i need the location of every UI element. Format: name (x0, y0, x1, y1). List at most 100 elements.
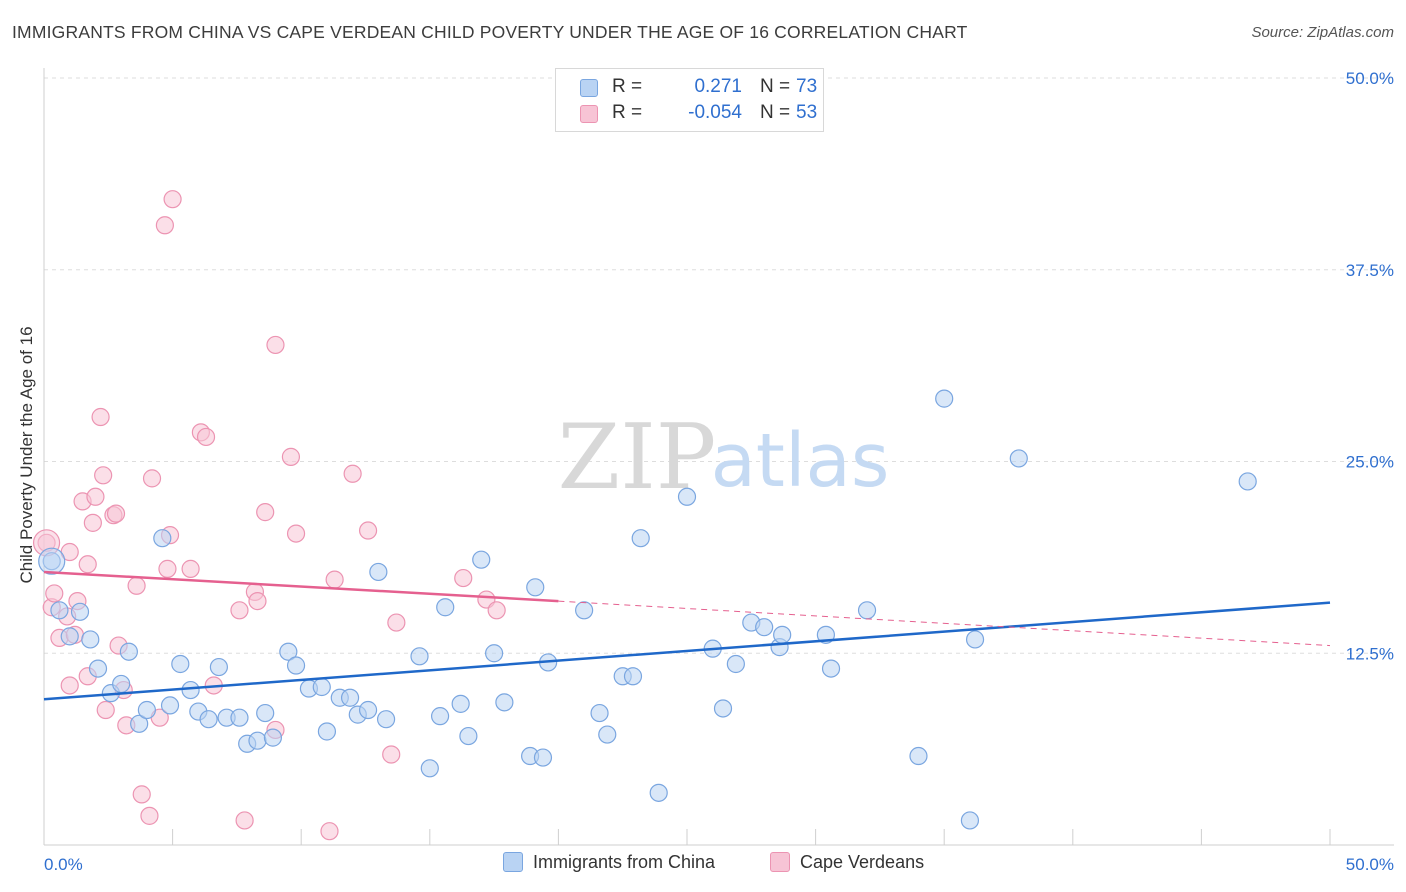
china-point (88, 659, 108, 678)
cape-verdean-point (325, 570, 344, 589)
china-point (472, 550, 491, 569)
y-tick-label: 12.5% (1346, 644, 1394, 663)
cape-verdean-point (454, 568, 473, 588)
china-point (181, 680, 200, 700)
china-point (130, 714, 149, 733)
china-point (960, 811, 980, 830)
china-swatch (580, 79, 598, 97)
cape-verdean-point (248, 591, 267, 611)
r-label: R = (612, 76, 643, 97)
cape-verdean-point (235, 811, 254, 830)
watermark-atlas: atlas (711, 418, 890, 504)
cape-verdean-point (78, 555, 97, 574)
legend-item-cape[interactable]: Cape Verdeans (770, 852, 924, 873)
legend-item-china[interactable]: Immigrants from China (503, 852, 715, 873)
china-point (119, 642, 138, 661)
china-point (677, 487, 697, 506)
china-point (263, 728, 283, 747)
cape-verdean-point (132, 785, 151, 804)
cape-legend-swatch (770, 852, 790, 872)
cape-verdean-point (256, 503, 275, 522)
china-point (436, 598, 455, 617)
n-label: N = (760, 76, 791, 97)
cape-verdean-point (142, 469, 162, 488)
y-tick-label: 37.5% (1346, 261, 1394, 280)
china-point (533, 748, 553, 767)
cape-verdean-point (281, 447, 301, 466)
china-point (909, 746, 928, 766)
china-point (81, 630, 100, 649)
china-point (60, 627, 79, 646)
china-point (821, 659, 841, 678)
china-point (575, 601, 594, 620)
china-legend-label: Immigrants from China (533, 852, 716, 872)
grid-lines (44, 77, 1394, 654)
cape-verdean-point (83, 513, 102, 532)
china-point (248, 731, 267, 750)
tick-labels: 12.5% 25.0% 37.5% 50.0% 0.0% 50.0% (44, 69, 1394, 874)
axes (43, 68, 1394, 846)
china-point (598, 725, 617, 744)
china-point (153, 529, 172, 548)
china-point (256, 703, 275, 723)
china-point (451, 694, 470, 713)
china-point (137, 700, 156, 720)
cape-verdean-point (94, 466, 113, 485)
cape-verdean-point (343, 464, 362, 483)
china-points (38, 389, 1257, 830)
cape-verdean-points (32, 190, 506, 841)
cape-legend-label: Cape Verdeans (800, 852, 925, 872)
watermark: ZIP atlas (558, 405, 890, 510)
chart-title: IMMIGRANTS FROM CHINA VS CAPE VERDEAN CH… (12, 22, 968, 42)
y-tick-label: 25.0% (1346, 453, 1394, 472)
cape-verdean-point (181, 559, 200, 578)
china-point (485, 644, 504, 663)
china-point (495, 693, 514, 712)
r-label: R = (612, 102, 643, 123)
cape-verdean-point (140, 806, 159, 825)
china-point (755, 618, 774, 637)
china-point (649, 783, 668, 802)
china-point (286, 656, 306, 675)
cape-trend-line-extension (558, 600, 1331, 647)
cape-verdean-point (155, 216, 174, 235)
china-trend-line (43, 601, 1331, 701)
china-point (209, 657, 228, 677)
cape-verdean-point (487, 601, 506, 620)
cape-verdean-point (106, 504, 126, 523)
china-point (713, 699, 733, 718)
china-point (631, 529, 650, 548)
china-point (857, 601, 877, 620)
china-point (459, 726, 478, 746)
china-point (50, 601, 69, 620)
china-point (160, 696, 180, 715)
china-point (317, 722, 337, 741)
china-point (1238, 472, 1257, 491)
china-point (376, 710, 396, 729)
china-point (590, 703, 609, 723)
china-point (340, 688, 360, 707)
cape-verdean-point (286, 524, 306, 543)
cape-verdean-point (387, 613, 406, 632)
china-legend-swatch (503, 852, 523, 872)
cape-verdean-point (86, 487, 105, 506)
china-point (420, 759, 439, 778)
china-point (171, 654, 190, 674)
cape-verdean-point (96, 700, 115, 720)
cape-verdean-point (266, 335, 285, 355)
china-point (410, 647, 429, 666)
x-tick-label: 0.0% (44, 855, 83, 874)
cape-verdean-point (382, 745, 401, 764)
r-value: 0.271 (694, 76, 742, 97)
n-label: N = (760, 102, 791, 123)
cape-verdean-point (158, 559, 177, 578)
china-point (623, 667, 643, 686)
china-point (369, 562, 388, 582)
stats-legend: R = 0.271 N = 73 R = -0.054 N = 53 (555, 68, 824, 132)
china-point (279, 642, 298, 661)
china-point (70, 602, 90, 621)
cape-verdean-point (45, 584, 64, 603)
china-point (526, 578, 545, 597)
r-value: -0.054 (688, 102, 742, 123)
